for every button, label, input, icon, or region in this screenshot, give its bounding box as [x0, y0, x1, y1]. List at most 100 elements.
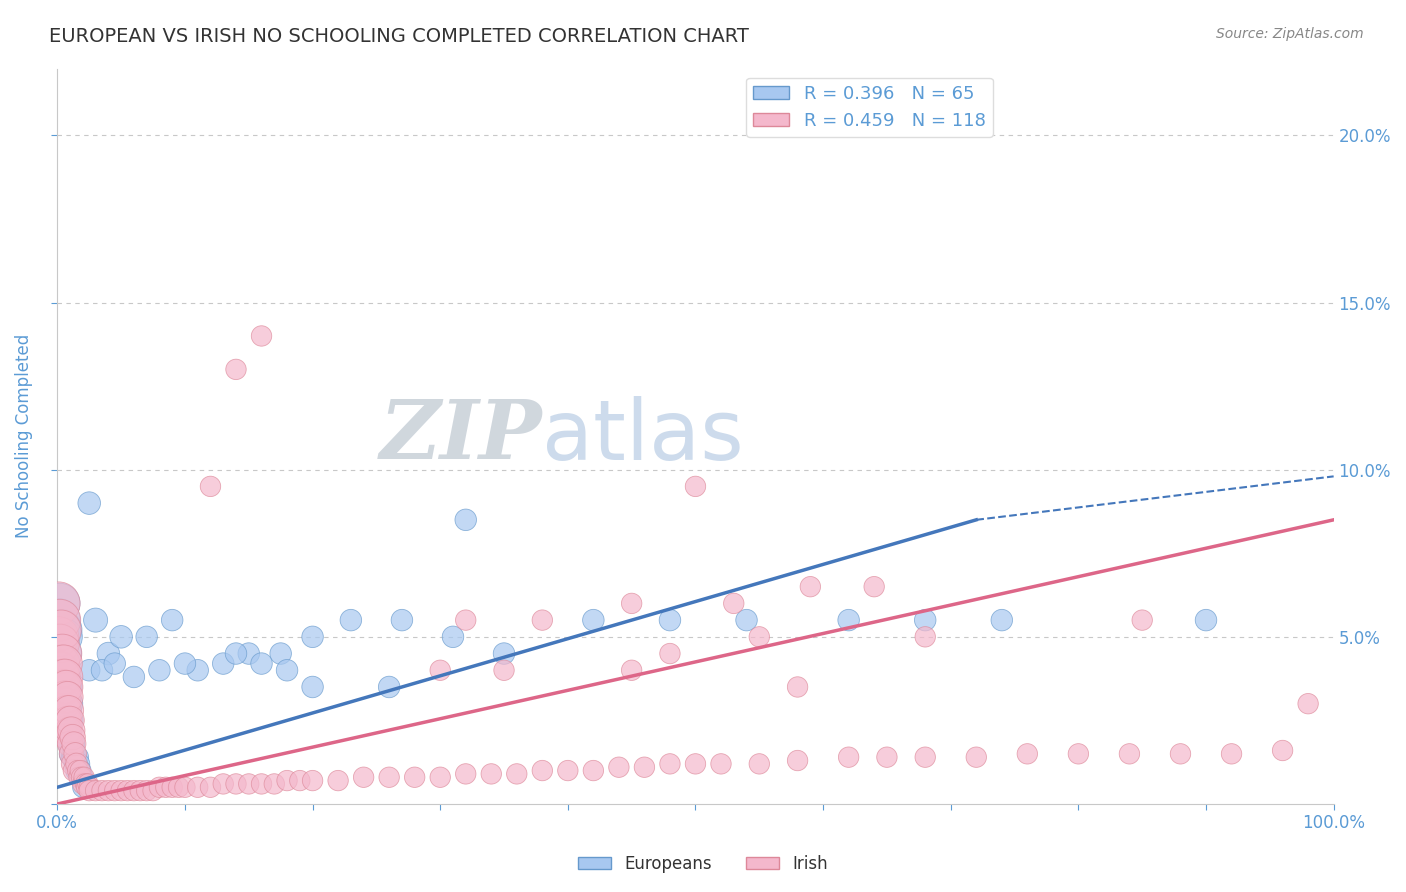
- Point: [1017, 747, 1039, 761]
- Point: [160, 780, 183, 795]
- Point: [59, 714, 82, 728]
- Point: [49, 636, 72, 650]
- Point: [429, 770, 451, 784]
- Point: [62, 756, 84, 771]
- Point: [49, 623, 72, 637]
- Point: [200, 479, 222, 493]
- Point: [250, 657, 273, 671]
- Point: [51, 647, 73, 661]
- Point: [110, 630, 132, 644]
- Point: [914, 630, 936, 644]
- Point: [91, 783, 114, 797]
- Point: [582, 764, 605, 778]
- Text: ZIP: ZIP: [380, 396, 543, 476]
- Point: [91, 663, 114, 677]
- Point: [658, 613, 681, 627]
- Point: [1067, 747, 1090, 761]
- Point: [122, 783, 145, 797]
- Point: [326, 773, 349, 788]
- Point: [148, 780, 170, 795]
- Point: [56, 714, 79, 728]
- Point: [620, 596, 643, 610]
- Point: [58, 723, 80, 738]
- Point: [238, 777, 260, 791]
- Point: [454, 767, 477, 781]
- Point: [117, 783, 139, 797]
- Point: [97, 783, 120, 797]
- Point: [167, 780, 190, 795]
- Point: [142, 783, 165, 797]
- Point: [429, 663, 451, 677]
- Point: [104, 657, 127, 671]
- Point: [63, 756, 86, 771]
- Point: [73, 770, 96, 784]
- Point: [51, 670, 73, 684]
- Point: [212, 777, 235, 791]
- Point: [53, 690, 76, 704]
- Point: [1296, 697, 1319, 711]
- Point: [225, 777, 247, 791]
- Point: [531, 764, 554, 778]
- Point: [66, 750, 89, 764]
- Point: [531, 613, 554, 627]
- Point: [52, 647, 75, 661]
- Point: [62, 730, 84, 744]
- Point: [710, 756, 733, 771]
- Point: [84, 613, 107, 627]
- Point: [735, 613, 758, 627]
- Point: [56, 697, 79, 711]
- Point: [135, 630, 157, 644]
- Point: [160, 613, 183, 627]
- Point: [49, 657, 72, 671]
- Point: [991, 613, 1014, 627]
- Point: [48, 613, 70, 627]
- Point: [492, 663, 515, 677]
- Point: [200, 780, 222, 795]
- Point: [1271, 743, 1294, 757]
- Point: [53, 697, 76, 711]
- Point: [63, 747, 86, 761]
- Point: [60, 747, 83, 761]
- Point: [77, 783, 100, 797]
- Point: [270, 647, 292, 661]
- Point: [59, 737, 82, 751]
- Legend: R = 0.396   N = 65, R = 0.459   N = 118: R = 0.396 N = 65, R = 0.459 N = 118: [747, 78, 993, 137]
- Point: [1195, 613, 1218, 627]
- Point: [187, 663, 209, 677]
- Point: [301, 773, 323, 788]
- Point: [479, 767, 502, 781]
- Point: [53, 714, 76, 728]
- Point: [378, 770, 401, 784]
- Point: [620, 663, 643, 677]
- Point: [58, 714, 80, 728]
- Point: [748, 630, 770, 644]
- Point: [51, 697, 73, 711]
- Point: [77, 663, 100, 677]
- Point: [52, 630, 75, 644]
- Point: [58, 703, 80, 717]
- Point: [55, 680, 77, 694]
- Point: [97, 647, 120, 661]
- Point: [301, 630, 323, 644]
- Point: [69, 764, 91, 778]
- Point: [301, 680, 323, 694]
- Point: [607, 760, 630, 774]
- Point: [799, 580, 821, 594]
- Point: [55, 703, 77, 717]
- Point: [135, 783, 157, 797]
- Point: [51, 697, 73, 711]
- Point: [148, 663, 170, 677]
- Point: [863, 580, 886, 594]
- Point: [250, 777, 273, 791]
- Point: [441, 630, 464, 644]
- Legend: Europeans, Irish: Europeans, Irish: [571, 848, 835, 880]
- Point: [288, 773, 311, 788]
- Point: [65, 764, 87, 778]
- Point: [72, 780, 94, 795]
- Point: [378, 680, 401, 694]
- Point: [685, 479, 707, 493]
- Point: [110, 783, 132, 797]
- Point: [838, 750, 860, 764]
- Point: [56, 730, 79, 744]
- Point: [75, 777, 97, 791]
